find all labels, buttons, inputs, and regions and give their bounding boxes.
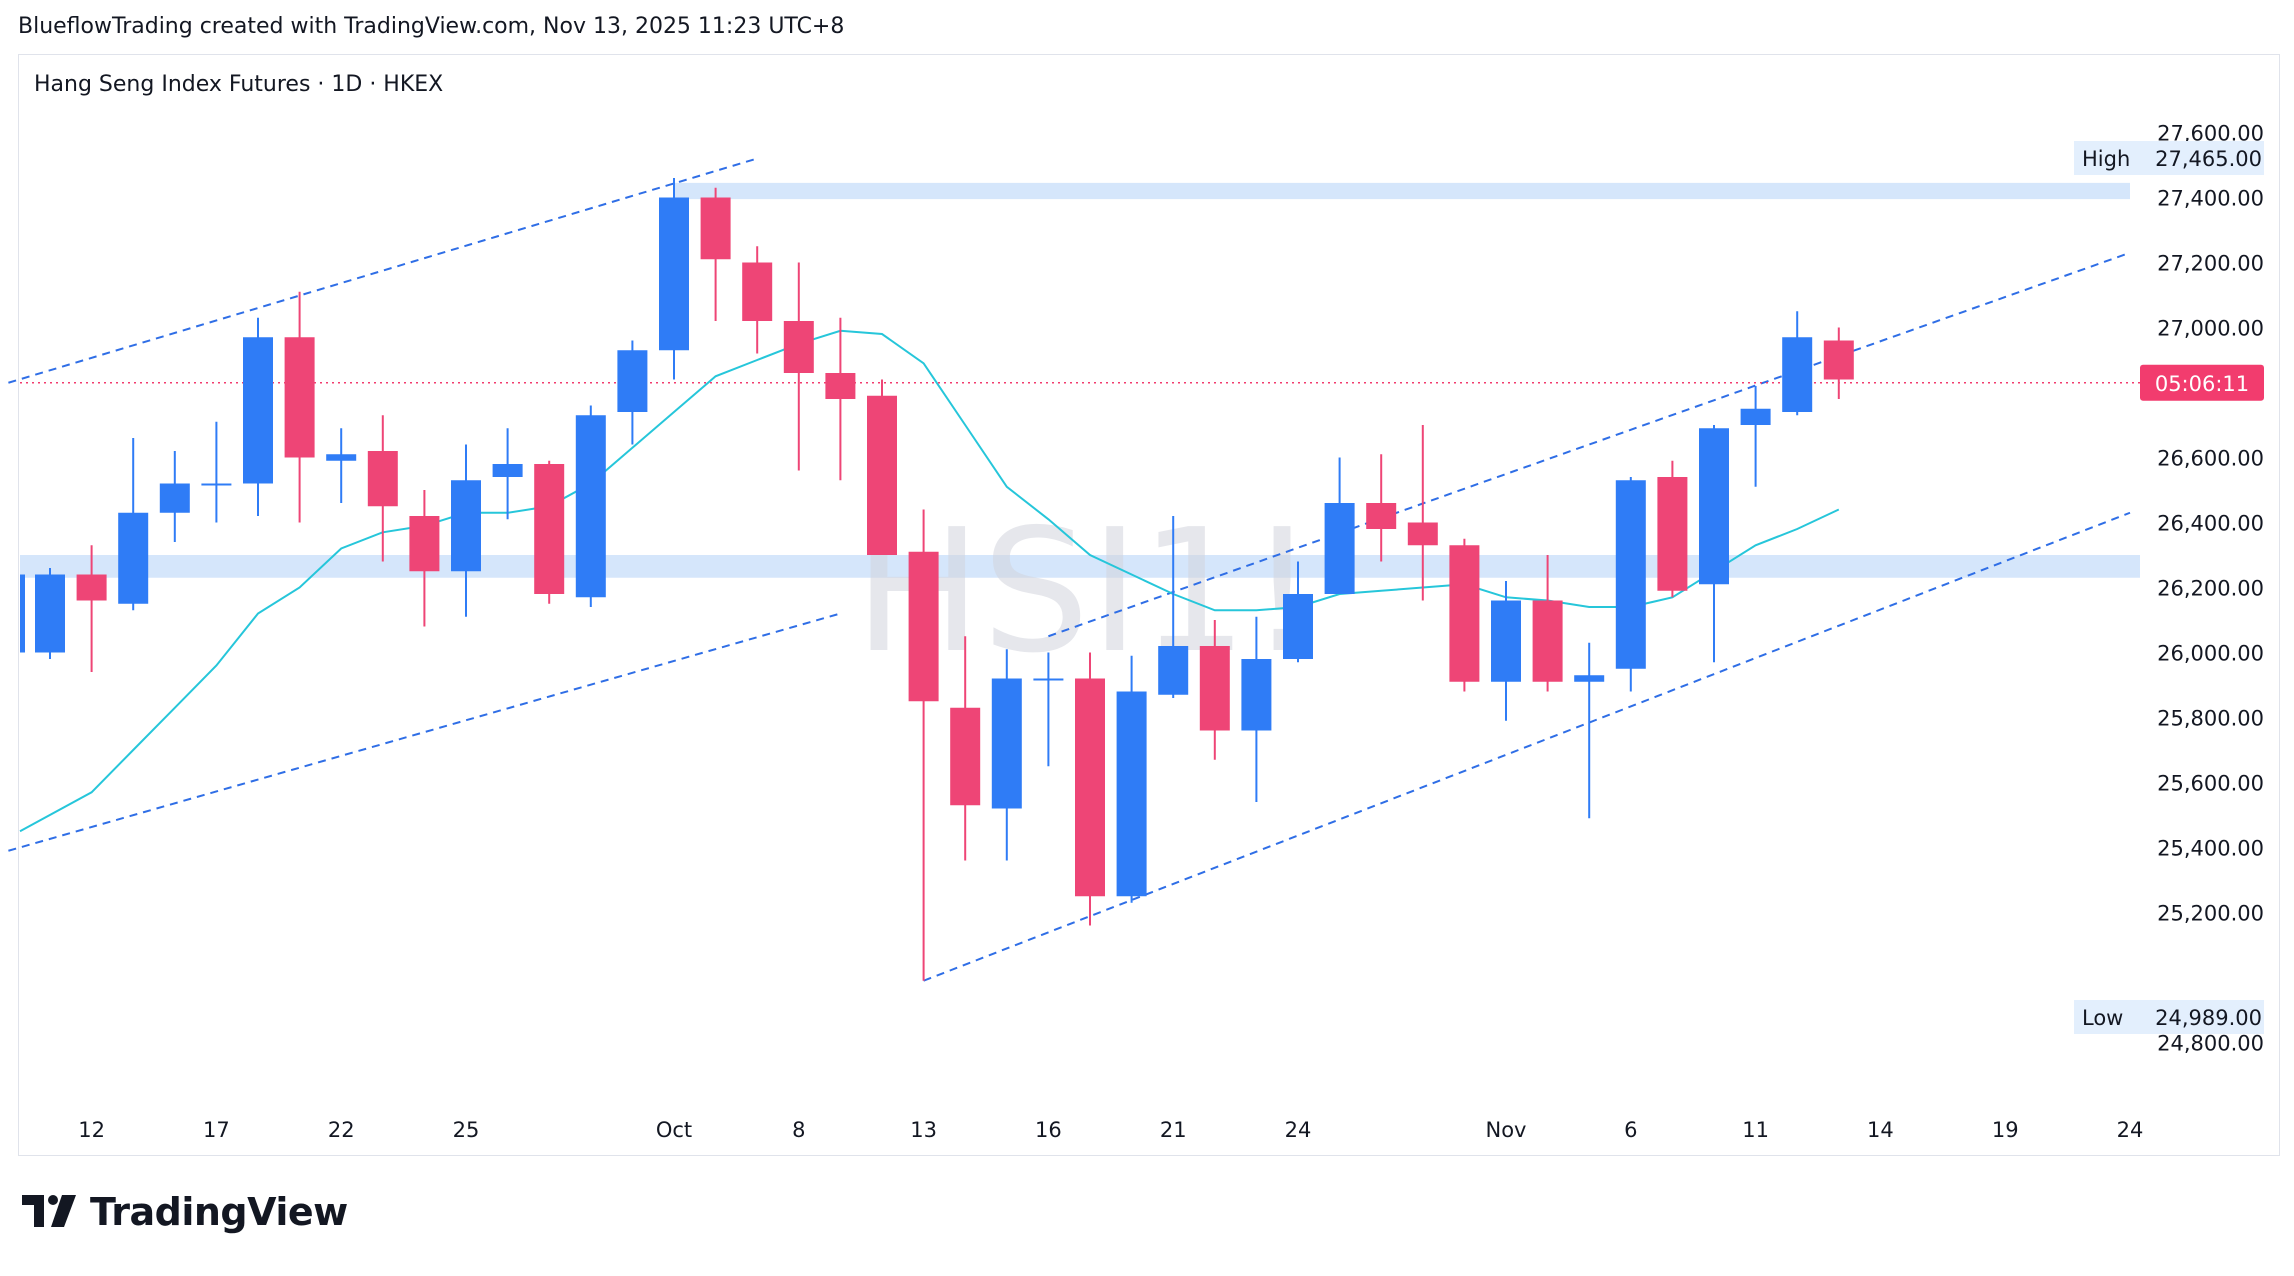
attribution-header: BlueflowTrading created with TradingView… — [18, 14, 845, 39]
y-tick-label: 25,800.00 — [2157, 707, 2264, 731]
channel-line-3 — [1048, 251, 2131, 638]
high-value: 27,465.00 — [2155, 147, 2262, 171]
y-tick-label: 27,400.00 — [2157, 187, 2264, 211]
candle-body[interactable] — [243, 337, 273, 484]
candle-body[interactable] — [1407, 522, 1438, 546]
y-tick-label: 26,200.00 — [2157, 577, 2264, 601]
candle-body[interactable] — [1615, 480, 1646, 669]
x-tick-label: 21 — [1160, 1118, 1187, 1142]
y-tick-label: 27,200.00 — [2157, 252, 2264, 276]
high-label: High — [2082, 147, 2130, 171]
candle-body[interactable] — [825, 373, 856, 399]
candle-body[interactable] — [700, 197, 731, 260]
y-tick-label: 26,600.00 — [2157, 447, 2264, 471]
x-tick-label: 11 — [1742, 1118, 1769, 1142]
candle-body[interactable] — [1158, 646, 1189, 695]
candle-body[interactable] — [76, 574, 107, 601]
y-tick-label: 27,000.00 — [2157, 317, 2264, 341]
low-label: Low — [2082, 1006, 2123, 1030]
x-tick-label: 16 — [1035, 1118, 1062, 1142]
candle-body[interactable] — [284, 337, 315, 458]
y-tick-label: 26,400.00 — [2157, 512, 2264, 536]
candle-body[interactable] — [991, 678, 1022, 809]
candle-body[interactable] — [118, 512, 149, 604]
candle-body[interactable] — [1699, 428, 1729, 585]
symbol-info: Hang Seng Index Futures · 1D · HKEX — [34, 72, 444, 97]
x-tick-label: Oct — [656, 1118, 692, 1142]
candle-body[interactable] — [659, 197, 689, 351]
candle-body[interactable] — [1324, 503, 1355, 594]
candle-body[interactable] — [1574, 675, 1605, 682]
brand-name: TradingView — [90, 1190, 348, 1234]
candle-body[interactable] — [1532, 600, 1563, 682]
x-tick-label: Nov — [1486, 1118, 1527, 1142]
candle-body[interactable] — [1075, 678, 1105, 897]
zone-0 — [674, 182, 2130, 200]
x-tick-label: 14 — [1867, 1118, 1894, 1142]
tradingview-brand[interactable]: TradingView — [22, 1190, 348, 1234]
candle-body[interactable] — [1116, 691, 1147, 897]
candle-body[interactable] — [1782, 337, 1813, 412]
x-tick-label: 17 — [203, 1118, 230, 1142]
x-tick-label: 22 — [328, 1118, 355, 1142]
x-tick-label: 6 — [1624, 1118, 1637, 1142]
x-tick-label: 24 — [2117, 1118, 2144, 1142]
y-tick-label: 25,600.00 — [2157, 772, 2264, 796]
candle-body[interactable] — [575, 415, 606, 598]
y-tick-label: 25,200.00 — [2157, 902, 2264, 926]
channel-line-2 — [923, 511, 2131, 982]
candle-body[interactable] — [1449, 545, 1480, 682]
low-badge — [2074, 1000, 2264, 1034]
chart-frame — [18, 54, 2280, 1156]
candle-body[interactable] — [451, 480, 481, 572]
candle-body[interactable] — [159, 483, 190, 513]
candle-body[interactable] — [1241, 659, 1272, 731]
x-tick-label: 8 — [792, 1118, 805, 1142]
candle-body[interactable] — [326, 454, 357, 461]
candle-body[interactable] — [950, 707, 981, 806]
tradingview-logo-icon — [22, 1195, 76, 1227]
candle-body[interactable] — [1366, 503, 1397, 529]
candle-body[interactable] — [201, 483, 232, 486]
low-value: 24,989.00 — [2155, 1006, 2262, 1030]
candle-body[interactable] — [742, 262, 773, 322]
y-tick-label: 24,800.00 — [2157, 1032, 2264, 1056]
candle-body[interactable] — [1657, 477, 1688, 591]
y-tick-label: 26,000.00 — [2157, 642, 2264, 666]
high-badge — [2074, 141, 2264, 175]
candle-body[interactable] — [1033, 678, 1064, 681]
candle-body[interactable] — [1823, 340, 1854, 380]
candle-body[interactable] — [492, 464, 523, 477]
x-tick-label: 12 — [78, 1118, 105, 1142]
candle-body[interactable] — [617, 350, 648, 412]
x-tick-label: 13 — [910, 1118, 937, 1142]
candle-body[interactable] — [1283, 594, 1313, 659]
x-tick-label: 25 — [453, 1118, 480, 1142]
candle-body[interactable] — [867, 395, 897, 555]
candle-body[interactable] — [1199, 646, 1230, 731]
channel-line-0 — [8, 157, 758, 384]
channel-line-1 — [8, 612, 841, 852]
x-tick-label: 19 — [1992, 1118, 2019, 1142]
moving-average-line — [19, 329, 1840, 833]
countdown-badge — [2140, 364, 2264, 401]
candle-body[interactable] — [1740, 408, 1771, 425]
countdown-timer: 05:06:11 — [2155, 372, 2249, 396]
x-tick-label: 24 — [1285, 1118, 1312, 1142]
candle-body[interactable] — [35, 574, 65, 653]
candle-body[interactable] — [1491, 600, 1521, 682]
candle-body-partial — [20, 574, 25, 653]
candle-body[interactable] — [409, 516, 440, 572]
candle-body[interactable] — [783, 321, 814, 373]
candle-body[interactable] — [534, 464, 565, 594]
candle-body[interactable] — [367, 451, 398, 507]
candle-body[interactable] — [908, 551, 939, 702]
y-tick-label: 25,400.00 — [2157, 837, 2264, 861]
